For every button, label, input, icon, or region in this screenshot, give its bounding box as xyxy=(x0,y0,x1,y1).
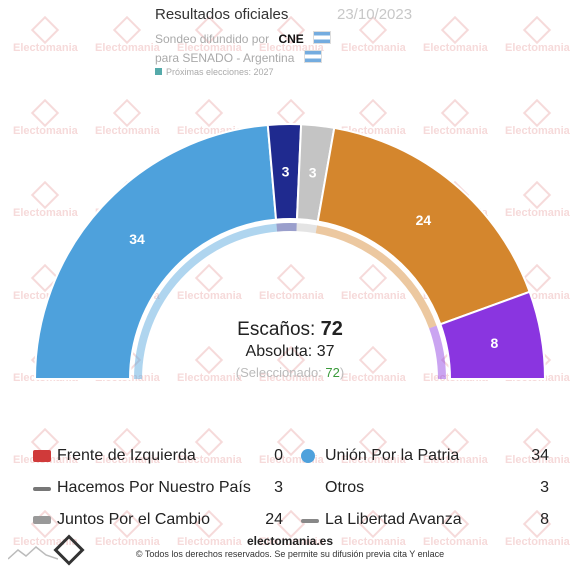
next-election: Próximas elecciones: 2027 xyxy=(166,67,274,77)
selected-seats: (Seleccionado: 72) xyxy=(190,365,390,380)
watermark: Electomania xyxy=(341,345,406,384)
watermark: Electomania xyxy=(95,509,160,548)
date: 23/10/2023 xyxy=(337,6,413,23)
legend-value: 3 xyxy=(274,479,283,496)
source-line: Sondeo difundido por CNE xyxy=(155,31,332,46)
copyright: © Todos los derechos reservados. Se perm… xyxy=(135,549,445,559)
watermark: Electomania xyxy=(177,345,242,384)
watermark: Electomania xyxy=(341,427,406,466)
site-name[interactable]: electomania.es xyxy=(246,534,334,548)
mountain-icon xyxy=(8,546,58,560)
watermark: Electomania xyxy=(13,180,78,219)
watermark: Electomania xyxy=(423,427,488,466)
scope: para SENADO - Argentina xyxy=(155,51,295,65)
watermark: Electomania xyxy=(341,509,406,548)
watermark: Electomania xyxy=(505,98,570,137)
argentina-flag-icon xyxy=(303,50,322,63)
watermark: Electomania xyxy=(95,15,160,54)
watermark: Electomania xyxy=(423,15,488,54)
watermark: Electomania xyxy=(177,427,242,466)
watermark: Electomania xyxy=(259,345,324,384)
seat-segment-label: 34 xyxy=(129,231,145,247)
source-name: CNE xyxy=(278,32,304,46)
legend-item[interactable]: Frente de Izquierda 0 xyxy=(33,447,283,471)
total-seats-label: Escaños: xyxy=(237,319,316,340)
party-logo-icon xyxy=(33,487,51,491)
majority-value: 37 xyxy=(316,343,335,360)
party-logo-icon xyxy=(33,516,51,524)
total-seats: Escaños: 72 xyxy=(190,318,390,341)
majority-label: Absoluta: xyxy=(245,343,313,360)
legend-item[interactable]: Hacemos Por Nuestro País 3 xyxy=(33,479,283,503)
legend-item[interactable]: La Libertad Avanza 8 xyxy=(301,511,551,535)
seat-segment[interactable] xyxy=(439,290,547,380)
majority: Absoluta: 37 xyxy=(190,343,390,361)
legend-label: Frente de Izquierda xyxy=(57,447,196,464)
watermark: Electomania xyxy=(341,263,406,302)
total-seats-value: 72 xyxy=(320,318,343,340)
legend-label: Unión Por la Patria xyxy=(325,447,460,464)
source-prefix: Sondeo difundido por xyxy=(155,32,270,46)
selected-value: 72 xyxy=(325,365,340,380)
watermark: Electomania xyxy=(13,509,78,548)
watermark: Electomania xyxy=(177,15,242,54)
seat-segment-label: 24 xyxy=(416,212,432,228)
next-election-line: Próximas elecciones: 2027 xyxy=(155,67,274,77)
watermark: Electomania xyxy=(505,15,570,54)
watermark: Electomania xyxy=(259,263,324,302)
seat-segment[interactable] xyxy=(316,126,531,326)
watermark: Electomania xyxy=(95,98,160,137)
party-logo-icon xyxy=(301,519,319,523)
watermark: Electomania xyxy=(259,509,324,548)
party-logo-icon xyxy=(33,450,51,462)
inner-ring-segment xyxy=(276,223,297,232)
inner-ring-segment xyxy=(429,325,446,379)
legend-value: 8 xyxy=(540,511,549,528)
legend-value: 24 xyxy=(265,511,283,528)
seat-segment[interactable] xyxy=(33,123,278,380)
legend-item[interactable]: Unión Por la Patria 34 xyxy=(301,447,551,471)
legend-value: 0 xyxy=(274,447,283,464)
watermark: Electomania xyxy=(505,427,570,466)
ballot-box-icon xyxy=(155,68,162,75)
argentina-flag-icon xyxy=(313,31,332,44)
legend-label: Hacemos Por Nuestro País xyxy=(57,479,251,496)
seat-summary: Escaños: 72 Absoluta: 37 (Seleccionado: … xyxy=(190,318,390,380)
watermark: Electomania xyxy=(341,15,406,54)
legend-item[interactable]: Otros 3 xyxy=(301,479,551,503)
legend-value: 3 xyxy=(540,479,549,496)
sun-logo-icon xyxy=(301,449,315,463)
seat-segment-label: 3 xyxy=(309,165,317,181)
seat-segment-label: 8 xyxy=(490,335,498,351)
legend-item[interactable]: Juntos Por el Cambio 24 xyxy=(33,511,283,535)
page-title: Resultados oficiales xyxy=(155,6,289,23)
watermark: Electomania xyxy=(505,180,570,219)
watermark: Electomania xyxy=(13,15,78,54)
watermark: Electomania xyxy=(423,98,488,137)
watermark: Electomania xyxy=(423,509,488,548)
inner-ring-segment xyxy=(315,225,437,329)
watermark: Electomania xyxy=(177,509,242,548)
selected-close: ) xyxy=(339,365,345,380)
legend-label: Otros xyxy=(325,479,365,496)
watermark: Electomania xyxy=(95,427,160,466)
watermark: Electomania xyxy=(177,263,242,302)
watermark: Electomania xyxy=(505,509,570,548)
legend-label: Juntos Por el Cambio xyxy=(57,511,210,528)
legend-label: La Libertad Avanza xyxy=(325,511,462,528)
legend-value: 34 xyxy=(531,447,549,464)
inner-ring-segment xyxy=(134,223,278,379)
seat-segment-label: 3 xyxy=(282,164,290,180)
selected-label: (Seleccionado: xyxy=(235,365,322,380)
inner-ring-segment xyxy=(296,223,318,234)
watermark: Electomania xyxy=(13,98,78,137)
scope-line: para SENADO - Argentina xyxy=(155,50,322,65)
